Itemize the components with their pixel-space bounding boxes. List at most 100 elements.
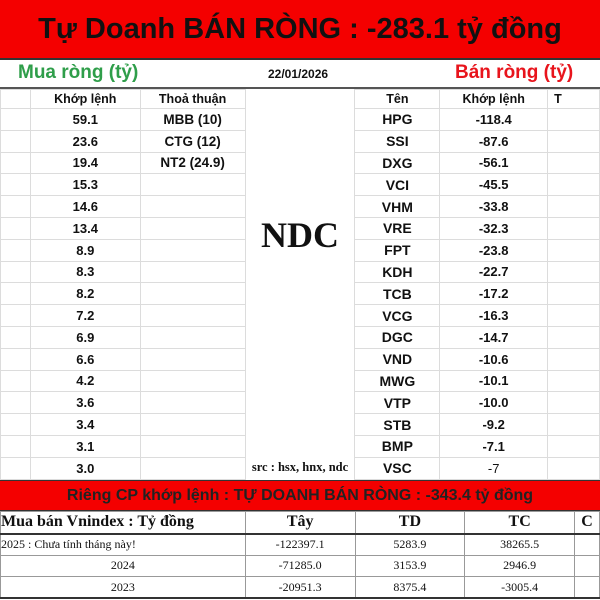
- table-row: 14.6 VHM -33.8: [0, 195, 600, 218]
- source-note: src : hsx, hnx, ndc: [251, 460, 349, 475]
- buy-match-value: 14.6: [29, 195, 141, 218]
- buy-match-value: 15.3: [29, 173, 141, 197]
- sell-match-value: -14.7: [439, 325, 549, 349]
- buy-match-value: 8.3: [29, 260, 141, 284]
- buy-deal-value: CTG (12): [139, 129, 246, 153]
- sell-name: DGC: [354, 325, 441, 349]
- buy-match-value: 13.4: [29, 216, 141, 240]
- yearly-cell: 2946.9: [464, 554, 575, 577]
- buy-match-value: 8.2: [29, 282, 141, 306]
- table-row: 19.4 NT2 (24.9) DXG -56.1: [0, 151, 600, 175]
- sell-name: VCI: [354, 173, 441, 197]
- sell-match-value: -32.3: [439, 216, 549, 240]
- buy-match-value: 6.6: [29, 347, 141, 371]
- sell-name: SSI: [354, 129, 441, 153]
- buy-deal-value: [139, 413, 246, 436]
- sell-name: BMP: [354, 434, 441, 458]
- yearly-cell: -122397.1: [244, 533, 356, 556]
- summary-bar: Riêng CP khớp lệnh : TỰ DOANH BÁN RÒNG :…: [0, 480, 600, 511]
- sell-match-value: -87.6: [439, 129, 549, 153]
- buy-deal-value: [139, 434, 246, 458]
- sell-name: VRE: [354, 216, 441, 240]
- table-row: 4.2 MWG -10.1: [0, 369, 600, 393]
- buy-deal-value: [139, 173, 246, 197]
- sell-match-value: -45.5: [439, 173, 549, 197]
- yearly-row: 2025 : Chưa tính tháng này! -122397.1 5283…: [0, 533, 600, 556]
- buy-match-value: 4.2: [29, 369, 141, 393]
- header-buy-deal: Thoả thuận: [139, 89, 246, 109]
- sell-name: STB: [354, 413, 441, 436]
- yearly-cell: 5283.9: [354, 533, 466, 556]
- sell-match-value: -9.2: [439, 413, 549, 436]
- page-title: Tự Doanh BÁN RÒNG : -283.1 tỷ đồng: [0, 0, 600, 60]
- table-row: 59.1 MBB (10) HPG -118.4: [0, 108, 600, 131]
- sell-name: VND: [354, 347, 441, 371]
- table-row: 3.1 BMP -7.1: [0, 434, 600, 458]
- sell-name: VHM: [354, 195, 441, 218]
- yearly-header-cell: C: [574, 511, 600, 535]
- yearly-cell: 2024: [0, 554, 246, 577]
- sell-name: VSC: [354, 456, 441, 480]
- buy-match-value: 8.9: [29, 238, 141, 262]
- buy-deal-value: [139, 260, 246, 284]
- buy-deal-value: [139, 195, 246, 218]
- buy-deal-value: [139, 391, 246, 415]
- sell-name: TCB: [354, 282, 441, 306]
- buy-deal-value: [139, 456, 246, 480]
- buy-match-value: 3.6: [29, 391, 141, 415]
- yearly-cell: -20951.3: [244, 576, 356, 599]
- table-row: 8.9 FPT -23.8: [0, 238, 600, 262]
- sell-name: MWG: [354, 369, 441, 393]
- buy-match-value: 3.0: [29, 456, 141, 480]
- yearly-cell: 2023: [0, 576, 246, 599]
- buy-match-value: 7.2: [29, 304, 141, 327]
- yearly-header: Mua bán Vnindex : Tỷ đồng Tây TD TC C: [0, 511, 600, 535]
- yearly-cell: -71285.0: [244, 554, 356, 577]
- watermark-logo: NDC: [261, 215, 339, 256]
- sell-match-value: -10.0: [439, 391, 549, 415]
- yearly-header-cell: Mua bán Vnindex : Tỷ đồng: [0, 511, 246, 535]
- buy-match-value: 23.6: [29, 129, 141, 153]
- table-row: 8.3 KDH -22.7: [0, 260, 600, 284]
- yearly-header-cell: TC: [464, 511, 575, 535]
- sell-name: KDH: [354, 260, 441, 284]
- sell-name: VCG: [354, 304, 441, 327]
- sell-match-value: -16.3: [439, 304, 549, 327]
- table-row: 13.4 VRE -32.3: [0, 216, 600, 240]
- buy-deal-value: [139, 325, 246, 349]
- buy-match-value: 6.9: [29, 325, 141, 349]
- buy-deal-value: NT2 (24.9): [139, 151, 246, 175]
- sell-match-value: -33.8: [439, 195, 549, 218]
- sell-name: HPG: [354, 108, 441, 131]
- sell-name: FPT: [354, 238, 441, 262]
- table-header: Khớp lệnh Thoả thuận NDC src : hsx, hnx, nd…: [0, 89, 600, 480]
- yearly-cell: -3005.4: [464, 576, 575, 599]
- sell-match-value: -118.4: [439, 108, 549, 131]
- table-row: 23.6 CTG (12) SSI -87.6: [0, 129, 600, 153]
- yearly-cell: 2025 : Chưa tính tháng này!: [0, 533, 246, 556]
- buy-deal-value: [139, 282, 246, 306]
- yearly-row: 2024 -71285.0 3153.9 2946.9: [0, 554, 600, 577]
- sell-name: VTP: [354, 391, 441, 415]
- buy-match-value: 3.4: [29, 413, 141, 436]
- header-buy-match: Khớp lệnh: [29, 89, 141, 109]
- sell-match-value: -10.6: [439, 347, 549, 371]
- yearly-header-cell: TD: [354, 511, 466, 535]
- date: 22/01/2026: [268, 67, 329, 81]
- yearly-cell: 8375.4: [354, 576, 466, 599]
- trading-table: Khớp lệnh Thoả thuận NDC src : hsx, hnx, nd…: [0, 89, 600, 480]
- watermark-column: NDC src : hsx, hnx, ndc: [244, 89, 356, 480]
- sell-match-value: -10.1: [439, 369, 549, 393]
- buy-deal-value: [139, 304, 246, 327]
- buy-label: Mua ròng (tỷ): [18, 62, 139, 83]
- buy-deal-value: MBB (10): [139, 108, 246, 131]
- yearly-header-cell: Tây: [244, 511, 356, 535]
- buy-match-value: 19.4: [29, 151, 141, 175]
- buy-match-value: 3.1: [29, 434, 141, 458]
- sell-match-value: -56.1: [439, 151, 549, 175]
- table-row: 8.2 TCB -17.2: [0, 282, 600, 306]
- sell-name: DXG: [354, 151, 441, 175]
- sell-match-value: -17.2: [439, 282, 549, 306]
- sell-match-value: -7.1: [439, 434, 549, 458]
- yearly-table: Mua bán Vnindex : Tỷ đồng Tây TD TC C 2025 : …: [0, 511, 600, 599]
